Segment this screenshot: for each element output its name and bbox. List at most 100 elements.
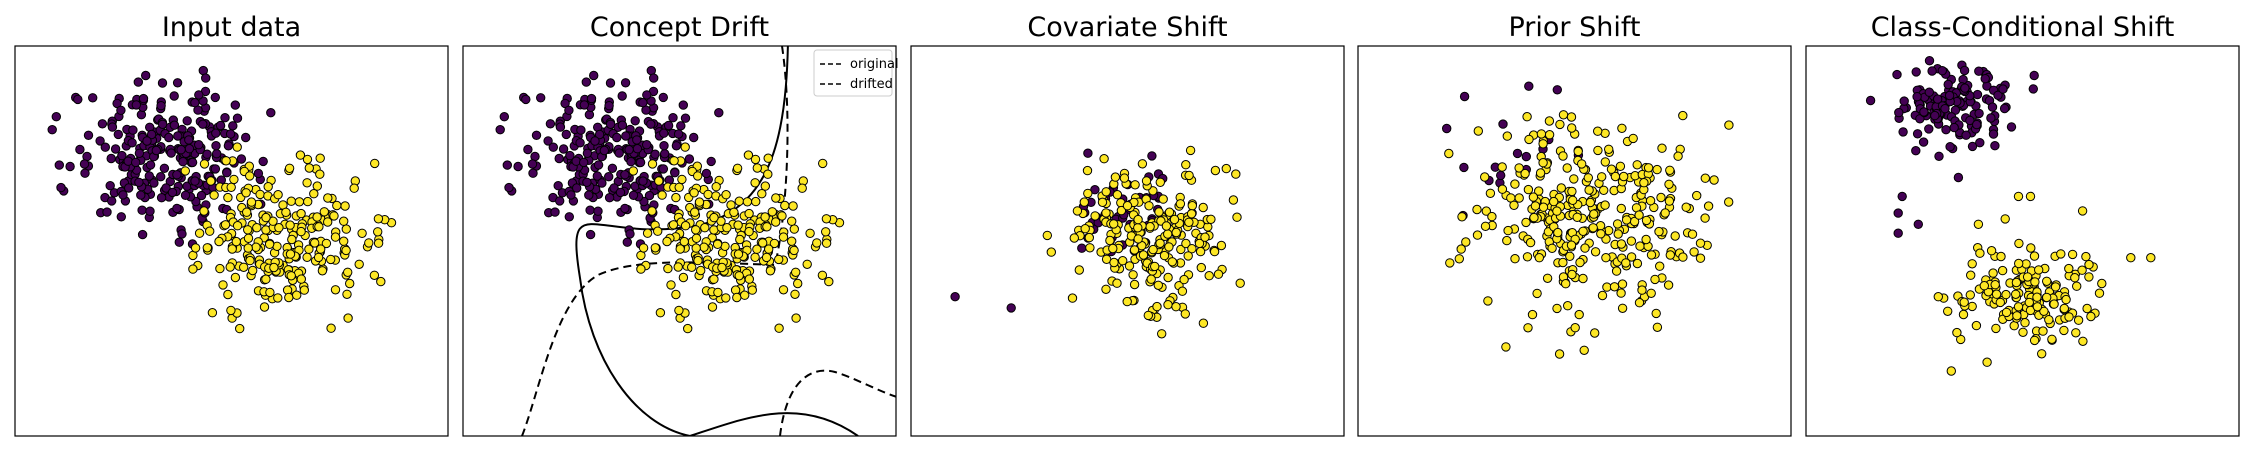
scatter-point-class-1 — [1687, 229, 1698, 239]
scatter-point-class-0 — [582, 148, 593, 159]
scatter-point-class-1 — [821, 227, 831, 237]
scatter-point-class-1 — [1167, 257, 1178, 267]
scatter-point-class-1 — [199, 206, 209, 216]
scatter-point-class-1 — [1118, 256, 1128, 266]
scatter-point-class-1 — [1621, 215, 1632, 225]
scatter-point-class-1 — [1112, 278, 1122, 288]
scatter-point-class-0 — [56, 182, 66, 193]
scatter-point-class-1 — [647, 159, 658, 169]
scatter-point-class-0 — [1552, 85, 1563, 95]
scatter-point-class-0 — [663, 120, 674, 131]
scatter-point-class-1 — [1536, 129, 1547, 139]
scatter-point-class-1 — [1171, 302, 1181, 312]
scatter-point-class-1 — [1965, 290, 1976, 300]
scatter-point-class-1 — [1990, 280, 2000, 290]
scatter-point-class-1 — [230, 272, 241, 283]
scatter-point-class-1 — [1082, 165, 1093, 176]
scatter-point-class-1 — [1084, 232, 1095, 243]
scatter-point-class-1 — [255, 189, 265, 200]
scatter-point-class-0 — [670, 168, 680, 178]
plot-area — [950, 145, 1245, 339]
scatter-point-class-0 — [110, 144, 121, 154]
scatter-point-class-1 — [1692, 190, 1702, 201]
scatter-point-class-1 — [1655, 261, 1665, 271]
scatter-point-class-1 — [274, 223, 284, 233]
scatter-point-class-1 — [1228, 195, 1239, 205]
scatter-point-class-0 — [190, 98, 200, 108]
scatter-point-class-1 — [1641, 215, 1652, 226]
scatter-point-class-1 — [261, 212, 271, 223]
scatter-point-class-1 — [326, 254, 336, 265]
scatter-point-class-1 — [1632, 258, 1643, 269]
scatter-point-class-0 — [241, 132, 251, 143]
scatter-point-class-1 — [774, 323, 784, 333]
scatter-point-class-1 — [1650, 274, 1660, 285]
scatter-point-class-1 — [1673, 151, 1683, 161]
scatter-point-class-0 — [658, 164, 669, 174]
scatter-point-class-1 — [1703, 201, 1714, 211]
scatter-point-class-1 — [2049, 299, 2059, 309]
scatter-point-class-0 — [630, 116, 640, 126]
scatter-point-class-0 — [635, 157, 646, 168]
scatter-point-class-1 — [229, 174, 239, 185]
scatter-point-class-1 — [1176, 244, 1186, 255]
scatter-point-class-0 — [266, 108, 276, 118]
scatter-point-class-1 — [342, 289, 352, 299]
scatter-point-class-1 — [2071, 328, 2081, 338]
scatter-point-class-1 — [2059, 325, 2069, 336]
scatter-point-class-0 — [1941, 125, 1951, 135]
scatter-point-class-1 — [1943, 306, 1953, 316]
plot-area — [1865, 56, 2156, 376]
scatter-point-class-0 — [584, 190, 594, 200]
scatter-point-class-0 — [54, 160, 64, 170]
scatter-point-class-1 — [245, 171, 255, 181]
scatter-point-class-0 — [615, 187, 626, 198]
scatter-point-class-0 — [107, 196, 117, 206]
scatter-point-class-0 — [680, 113, 691, 123]
scatter-point-class-1 — [1204, 271, 1214, 281]
scatter-point-class-0 — [1898, 127, 1908, 137]
scatter-point-class-1 — [1110, 172, 1121, 182]
scatter-point-class-1 — [1664, 196, 1675, 206]
scatter-point-class-1 — [1724, 197, 1734, 207]
scatter-point-class-1 — [2014, 258, 2024, 269]
scatter-point-class-0 — [167, 187, 178, 198]
scatter-point-class-1 — [1979, 281, 1990, 291]
scatter-point-class-1 — [1567, 186, 1577, 197]
scatter-point-class-1 — [791, 313, 801, 323]
scatter-point-class-1 — [1997, 265, 2008, 276]
scatter-point-class-1 — [1996, 251, 2006, 262]
scatter-point-class-0 — [714, 108, 724, 118]
scatter-point-class-0 — [172, 78, 183, 88]
scatter-point-class-0 — [123, 156, 133, 166]
scatter-point-class-1 — [1552, 206, 1562, 216]
scatter-point-class-1 — [732, 292, 742, 303]
scatter-point-class-1 — [2146, 253, 2156, 263]
scatter-point-class-1 — [343, 267, 353, 277]
scatter-point-class-1 — [1681, 202, 1691, 212]
scatter-point-class-1 — [1616, 288, 1626, 298]
scatter-point-class-0 — [1960, 83, 1970, 93]
scatter-point-class-0 — [133, 77, 144, 87]
scatter-point-class-1 — [1164, 242, 1174, 252]
scatter-point-class-0 — [73, 94, 83, 105]
scatter-point-class-0 — [220, 113, 230, 123]
panel-covariate: Covariate Shift — [910, 12, 1345, 437]
scatter-point-class-0 — [1940, 104, 1950, 114]
scatter-point-class-1 — [2072, 281, 2082, 291]
scatter-point-class-1 — [1534, 253, 1545, 263]
scatter-point-class-1 — [246, 197, 257, 207]
scatter-point-class-1 — [1678, 110, 1688, 121]
scatter-point-class-1 — [743, 150, 754, 160]
scatter-point-class-1 — [709, 274, 719, 284]
scatter-point-class-0 — [642, 90, 652, 100]
scatter-point-class-0 — [1496, 170, 1506, 181]
scatter-point-class-0 — [173, 131, 183, 141]
scatter-point-class-1 — [1610, 171, 1621, 182]
scatter-point-class-1 — [1566, 112, 1577, 122]
legend-label-drifted: drifted — [850, 77, 893, 92]
scatter-point-class-1 — [750, 252, 760, 262]
scatter-point-class-1 — [2000, 214, 2010, 224]
scatter-point-class-1 — [1510, 179, 1520, 189]
scatter-point-class-1 — [345, 278, 355, 289]
